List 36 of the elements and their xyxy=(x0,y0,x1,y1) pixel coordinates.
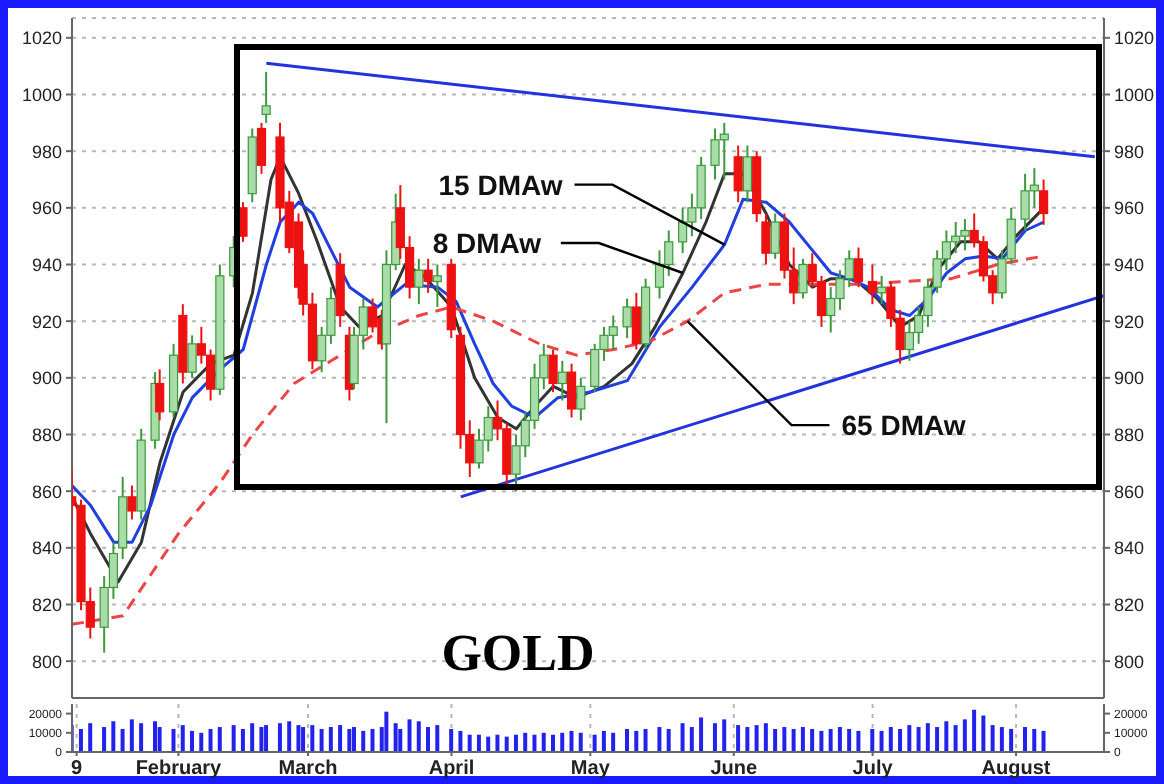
y-tick-label: 960 xyxy=(31,198,62,219)
y-tick-label: 940 xyxy=(31,254,62,275)
y2-tick-label: 920 xyxy=(1114,311,1145,332)
y2-tick-label: 1020 xyxy=(1114,28,1155,49)
x-tick-label: February xyxy=(135,758,223,781)
y2-tick-label: 860 xyxy=(1114,481,1145,502)
y-tick-label: 1020 xyxy=(21,28,62,49)
y2-tick-label: 960 xyxy=(1114,198,1145,219)
annotation: 8 DMAw xyxy=(432,227,542,259)
y-tick-label: 840 xyxy=(31,538,62,559)
annotation: 65 DMAw xyxy=(841,409,966,442)
y-tick-label: 820 xyxy=(31,594,62,615)
y2-tick-label: 1000 xyxy=(1114,84,1155,105)
x-tick-label: July xyxy=(852,758,894,781)
y-tick-label: 1000 xyxy=(21,84,62,105)
annotation: 15 DMAw xyxy=(438,168,563,201)
y-tick-label: 880 xyxy=(31,424,62,445)
y2-tick-label: 980 xyxy=(1114,141,1145,162)
x-tick-label: April xyxy=(428,758,475,781)
text: GOLD xyxy=(441,624,595,682)
x-tick-label: 9 xyxy=(71,758,84,781)
y2-tick-label: 900 xyxy=(1114,368,1145,389)
y-tick-label: 860 xyxy=(31,481,62,502)
x-tick-label: March xyxy=(278,758,338,781)
x-tick-label: June xyxy=(710,758,758,781)
x-tick-label: May xyxy=(570,758,611,781)
x-tick-label: August xyxy=(981,758,1052,781)
y2-tick-label: 820 xyxy=(1114,594,1145,615)
y2-tick-label: 840 xyxy=(1114,538,1145,559)
y2-tick-label: 800 xyxy=(1114,651,1145,672)
y-tick-label: 920 xyxy=(31,311,62,332)
y2-tick-label: 940 xyxy=(1114,254,1145,275)
y2-tick-label: 880 xyxy=(1114,424,1145,445)
y-tick-label: 980 xyxy=(31,141,62,162)
y-tick-label: 900 xyxy=(31,368,62,389)
y-tick-label: 800 xyxy=(31,651,62,672)
